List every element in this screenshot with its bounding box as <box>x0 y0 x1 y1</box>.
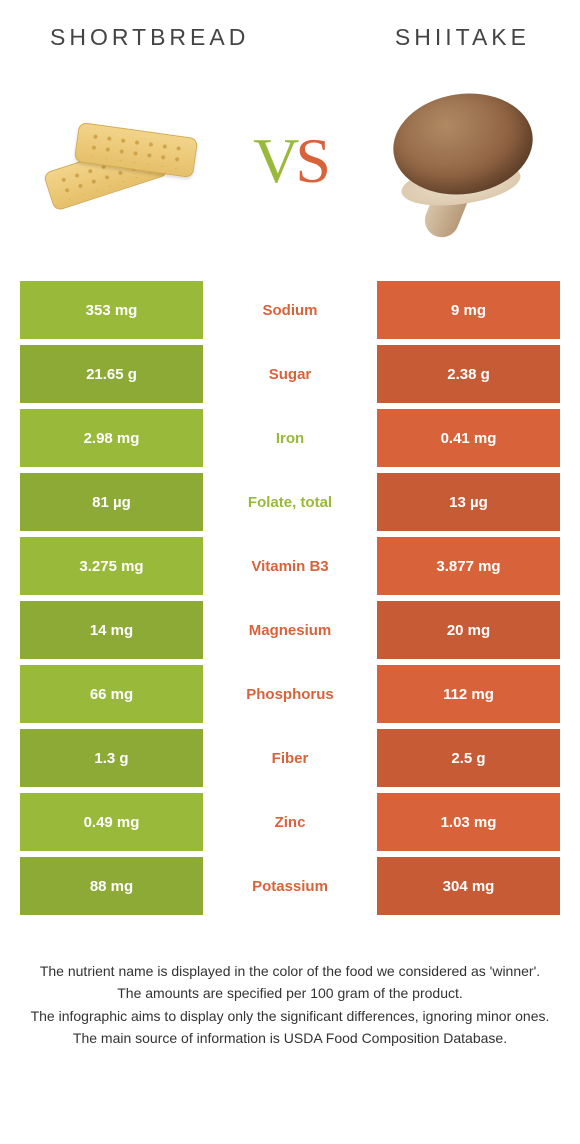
table-row: 353 mgSodium9 mg <box>20 281 560 339</box>
value-right: 112 mg <box>377 665 560 723</box>
value-left: 0.49 mg <box>20 793 203 851</box>
table-row: 66 mgPhosphorus112 mg <box>20 665 560 723</box>
nutrient-name: Fiber <box>203 729 377 787</box>
value-left: 81 µg <box>20 473 203 531</box>
value-right: 20 mg <box>377 601 560 659</box>
value-left: 14 mg <box>20 601 203 659</box>
hero-row: VS <box>0 61 580 271</box>
vs-v: V <box>253 125 295 196</box>
nutrient-name: Phosphorus <box>203 665 377 723</box>
value-left: 3.275 mg <box>20 537 203 595</box>
title-right: SHIITAKE <box>395 24 530 51</box>
value-right: 0.41 mg <box>377 409 560 467</box>
table-row: 21.65 gSugar2.38 g <box>20 345 560 403</box>
value-right: 304 mg <box>377 857 560 915</box>
footnote-line: The amounts are specified per 100 gram o… <box>30 983 550 1003</box>
table-row: 14 mgMagnesium20 mg <box>20 601 560 659</box>
nutrient-name: Sugar <box>203 345 377 403</box>
nutrient-table: 353 mgSodium9 mg 21.65 gSugar2.38 g 2.98 m… <box>20 281 560 915</box>
value-left: 1.3 g <box>20 729 203 787</box>
nutrient-name: Vitamin B3 <box>203 537 377 595</box>
nutrient-name: Potassium <box>203 857 377 915</box>
value-right: 9 mg <box>377 281 560 339</box>
table-row: 88 mgPotassium304 mg <box>20 857 560 915</box>
table-row: 3.275 mgVitamin B33.877 mg <box>20 537 560 595</box>
footnote-line: The nutrient name is displayed in the co… <box>30 961 550 981</box>
value-left: 2.98 mg <box>20 409 203 467</box>
table-row: 81 µgFolate, total13 µg <box>20 473 560 531</box>
value-right: 1.03 mg <box>377 793 560 851</box>
value-right: 3.877 mg <box>377 537 560 595</box>
value-left: 66 mg <box>20 665 203 723</box>
shortbread-image <box>40 79 205 244</box>
nutrient-name: Zinc <box>203 793 377 851</box>
nutrient-name: Iron <box>203 409 377 467</box>
title-left: SHORTBREAD <box>50 24 249 51</box>
value-left: 88 mg <box>20 857 203 915</box>
footnote-line: The main source of information is USDA F… <box>30 1028 550 1048</box>
nutrient-name: Magnesium <box>203 601 377 659</box>
value-left: 353 mg <box>20 281 203 339</box>
value-right: 2.38 g <box>377 345 560 403</box>
table-row: 0.49 mgZinc1.03 mg <box>20 793 560 851</box>
value-right: 2.5 g <box>377 729 560 787</box>
value-left: 21.65 g <box>20 345 203 403</box>
shiitake-image <box>375 79 540 244</box>
table-row: 1.3 gFiber2.5 g <box>20 729 560 787</box>
footnote-line: The infographic aims to display only the… <box>30 1006 550 1026</box>
value-right: 13 µg <box>377 473 560 531</box>
footnotes: The nutrient name is displayed in the co… <box>0 921 580 1048</box>
nutrient-name: Folate, total <box>203 473 377 531</box>
table-row: 2.98 mgIron0.41 mg <box>20 409 560 467</box>
titles-row: SHORTBREAD SHIITAKE <box>0 0 580 61</box>
vs-s: S <box>295 125 327 196</box>
nutrient-name: Sodium <box>203 281 377 339</box>
vs-label: VS <box>253 124 327 198</box>
